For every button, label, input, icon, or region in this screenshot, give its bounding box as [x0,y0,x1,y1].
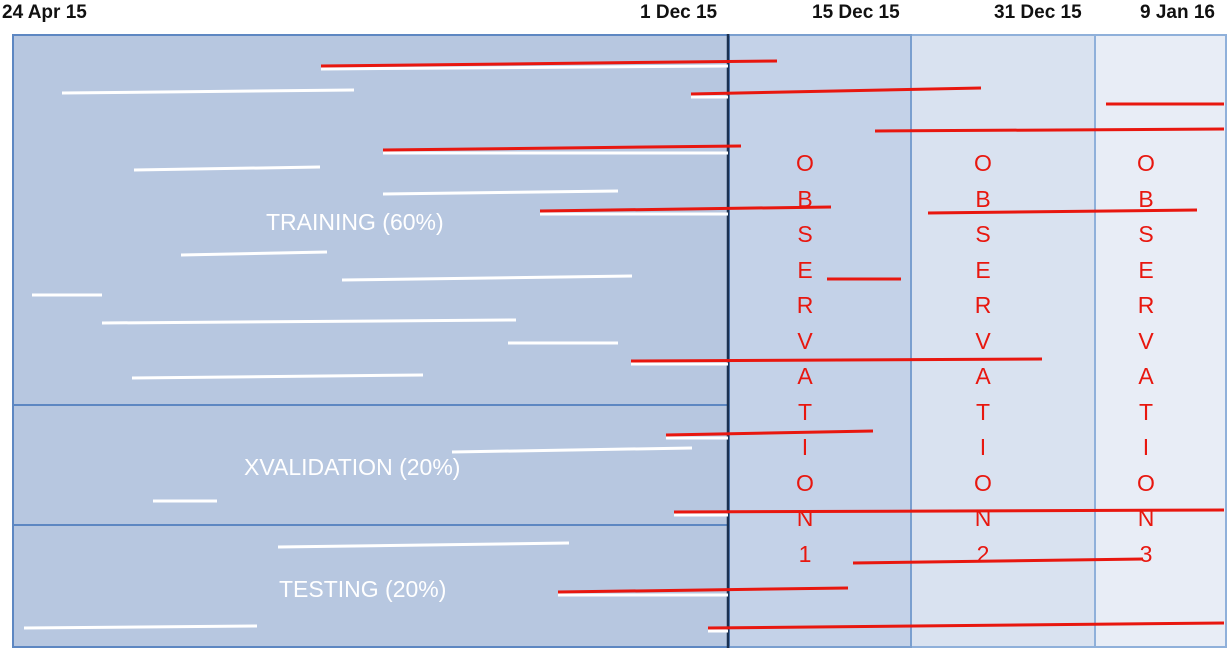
date-label-start: 24 Apr 15 [2,2,87,23]
history-segment [451,446,693,454]
observation-letter: O [974,150,992,176]
observed-segment [630,357,1043,363]
observed-segment [927,208,1198,215]
observation-letter: S [975,221,991,247]
observation-letter: I [1142,434,1150,460]
history-segment [277,541,570,549]
history-segment [101,318,517,325]
observed-segment [673,508,1225,514]
observed-segment [707,621,1225,630]
observation-letter: R [796,292,814,318]
history-segment [61,88,355,95]
history-segment [180,250,328,257]
observation-letter: R [974,292,992,318]
observation-letter: O [796,469,814,496]
observed-segment [382,144,742,152]
observed-segment [539,205,832,213]
history-segment [133,165,321,172]
observed-segment [320,59,778,68]
observed-segment [665,429,874,437]
observation-letter: T [1138,398,1154,425]
date-label-obs3-end: 9 Jan 16 [1140,2,1215,23]
training-label: TRAINING (60%) [266,209,444,235]
observation-2-window [910,34,1096,648]
observation-letter: A [797,363,813,389]
observed-segment [557,586,849,594]
history-segment [23,624,258,630]
testing-label: TESTING (20%) [279,576,447,602]
xvalidation-label: XVALIDATION (20%) [244,454,461,480]
history-segment [341,274,633,282]
observation-letter: V [797,327,813,354]
date-label-cutoff: 1 Dec 15 [640,2,718,23]
observation-letter: O [974,469,992,496]
observation-letter: E [797,256,813,283]
observation-letter: B [975,185,991,212]
observed-segment [852,557,1144,565]
history-segment [382,189,619,196]
observation-letter: A [975,363,991,389]
observation-letter: B [1138,185,1154,212]
observation-letter: O [1137,469,1155,496]
observation-letter: S [1138,221,1154,247]
observation-1-window [728,34,912,648]
observed-segment [690,86,982,96]
history-segment [131,373,424,380]
observation-letter: S [797,221,813,247]
observation-letter: T [797,398,813,425]
date-label-obs2-end: 31 Dec 15 [994,2,1082,23]
date-label-obs1-end: 15 Dec 15 [812,2,900,23]
observation-letter: O [1137,150,1155,176]
observation-letter: V [1138,327,1154,354]
observation-letter: 1 [798,540,812,567]
observed-segment [874,127,1225,133]
observation-letter: A [1138,363,1154,389]
observation-letter: B [797,185,813,212]
observation-letter: E [1138,256,1154,283]
observation-letter: R [1137,292,1155,318]
observation-letter: I [801,434,809,460]
observation-letter: I [979,434,987,460]
observation-letter: E [975,256,991,283]
history-segment [320,64,729,71]
observation-letter: V [975,327,991,354]
observation-letter: O [796,150,814,176]
observation-letter: T [975,398,991,425]
